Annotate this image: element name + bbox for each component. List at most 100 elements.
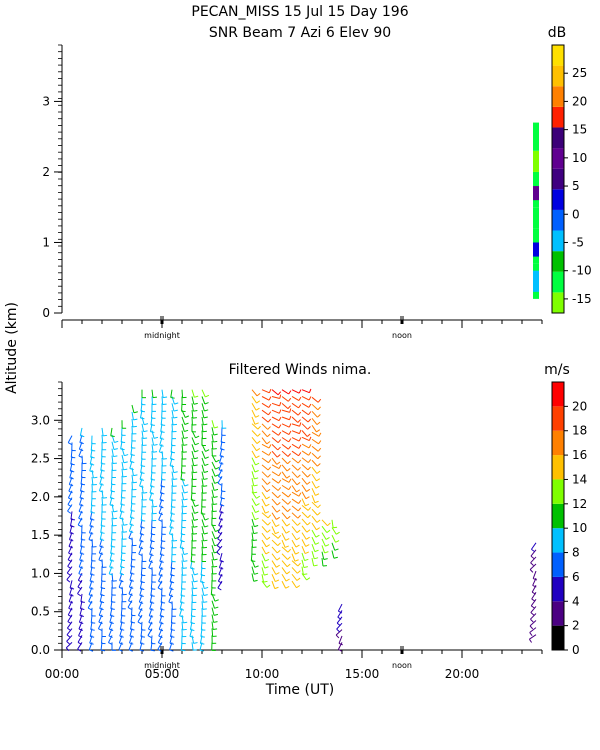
wind-barb-flag	[140, 526, 145, 529]
wind-barb-flag	[130, 510, 135, 512]
wind-barb-flag	[77, 593, 82, 597]
wind-barb	[261, 416, 269, 423]
wind-barb	[69, 580, 73, 589]
wind-barb	[251, 430, 258, 437]
wind-barb	[201, 416, 204, 425]
wind-barb-flag	[150, 649, 155, 652]
wind-barb-flag	[120, 504, 125, 506]
wind-barb	[130, 551, 133, 560]
wind-barb	[311, 410, 318, 418]
wind-barb-flag	[265, 503, 270, 507]
wind-barb-flag	[78, 573, 83, 576]
wind-barb-flag	[266, 433, 271, 438]
wind-barb-flag	[314, 557, 319, 560]
wind-barb-flag	[277, 534, 282, 539]
wind-barb-flag	[100, 538, 105, 541]
wind-barb-flag	[123, 461, 128, 464]
wind-barb	[211, 496, 214, 505]
wind-barb-flag	[296, 537, 301, 541]
wind-barb-flag	[190, 567, 195, 570]
wind-barb-flag	[147, 635, 152, 639]
wind-barb-flag	[278, 464, 282, 469]
wind-barb-flag	[124, 454, 129, 457]
wind-barb	[301, 423, 309, 430]
wind-barb-flag	[216, 545, 221, 549]
wind-barb-flag	[184, 429, 189, 432]
wind-barb	[291, 423, 300, 427]
wind-barb	[311, 522, 317, 531]
wind-barb	[201, 403, 205, 412]
wind-barb	[250, 552, 253, 562]
wind-barb-flag	[276, 461, 281, 465]
wind-barb-flag	[277, 446, 281, 451]
wind-barb-flag	[170, 581, 175, 584]
wind-barb-flag	[253, 491, 258, 494]
wind-barb-flag	[266, 488, 271, 493]
wind-barb-flag	[317, 406, 321, 411]
wind-barb-flag	[159, 506, 164, 509]
wind-barb-flag	[143, 423, 149, 426]
wind-barb	[171, 539, 174, 548]
wind-barb	[301, 477, 308, 485]
wind-barb-flag	[333, 556, 338, 559]
wind-barb	[217, 531, 223, 540]
wind-barb	[281, 389, 289, 395]
wind-barb	[111, 517, 114, 526]
wind-barb-flag	[110, 435, 115, 437]
wind-barb-flag	[128, 537, 133, 541]
wind-barb-flag	[140, 588, 145, 591]
colorbar-tick-label: -5	[572, 235, 584, 249]
wind-barb	[311, 445, 319, 452]
wind-barb-flag	[100, 469, 105, 472]
wind-barb-flag	[336, 628, 340, 633]
wind-barb-flag	[110, 608, 115, 610]
wind-barb	[70, 511, 73, 520]
wind-barb-flag	[275, 531, 280, 535]
wind-barb-flag	[213, 613, 219, 616]
colorbar-swatch	[552, 209, 564, 231]
wind-barb-flag	[66, 634, 71, 638]
wind-barb	[201, 526, 205, 535]
wind-barb	[261, 402, 270, 408]
wind-barb-flag	[298, 389, 302, 394]
wind-barb-flag	[89, 470, 94, 473]
wind-barb	[171, 471, 174, 480]
wind-barb	[281, 539, 286, 548]
colorbar-swatch	[552, 479, 564, 504]
wind-barb	[211, 482, 215, 491]
wind-barb-flag	[103, 434, 108, 437]
wind-barb-flag	[529, 625, 534, 630]
wind-barb	[271, 580, 276, 589]
wind-barb-flag	[256, 448, 261, 452]
wind-barb-flag	[109, 628, 114, 631]
wind-barb	[211, 552, 215, 561]
wind-barb	[201, 389, 206, 398]
colorbar-tick-label: 10	[572, 521, 587, 535]
wind-barb	[311, 501, 319, 509]
wind-barb-flag	[130, 517, 135, 519]
wind-barb-flag	[168, 601, 173, 604]
wind-barb-flag	[170, 519, 175, 522]
colorbar-swatch	[552, 45, 564, 66]
wind-barb	[211, 607, 215, 616]
wind-barb	[301, 443, 310, 449]
wind-barb-flag	[100, 476, 105, 479]
wind-barb-flag	[314, 500, 319, 504]
wind-barb	[211, 475, 216, 484]
wind-barb	[121, 468, 124, 477]
wind-barb-flag	[298, 452, 302, 457]
wind-barb-flag	[110, 497, 115, 500]
wind-barb	[530, 556, 537, 564]
wind-barb	[251, 498, 257, 506]
wind-barb-flag	[100, 594, 105, 597]
wind-barb-flag	[256, 495, 261, 499]
wind-barb	[171, 403, 175, 412]
wind-barb-flag	[69, 594, 74, 597]
wind-barb-flag	[200, 581, 205, 584]
wind-barb	[251, 409, 256, 418]
wind-barb	[271, 471, 280, 477]
wind-barb	[211, 468, 216, 477]
wind-barb	[211, 441, 214, 450]
wind-barb	[321, 532, 327, 540]
wind-barb	[291, 478, 298, 486]
